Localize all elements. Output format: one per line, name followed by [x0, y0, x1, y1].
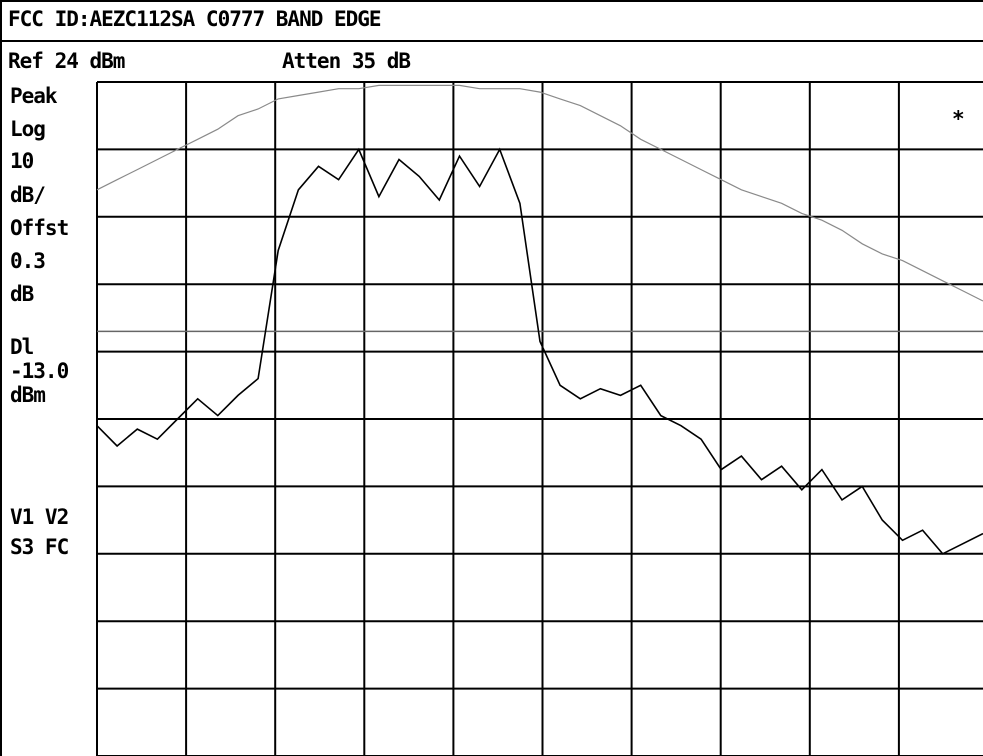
- side-label: 0.3: [10, 249, 45, 273]
- chart-title: FCC ID:AEZC112SA C0777 BAND EDGE: [8, 7, 381, 31]
- side-label: -13.0: [10, 359, 69, 383]
- side-label: dB/: [10, 183, 45, 207]
- trace: [96, 84, 983, 302]
- trace: [96, 147, 983, 555]
- attenuation: Atten 35 dB: [282, 49, 410, 73]
- side-label: Log: [10, 117, 45, 141]
- side-label: Offst: [10, 216, 68, 240]
- side-label: Peak: [10, 84, 58, 108]
- marker: *: [952, 107, 964, 131]
- side-label: dBm: [10, 383, 45, 407]
- side-label: V1 V2: [10, 505, 68, 529]
- side-label: dB: [10, 282, 34, 306]
- side-label: 10: [10, 149, 34, 173]
- side-label: Dl: [10, 335, 34, 359]
- side-label: S3 FC: [10, 535, 69, 559]
- ref-level: Ref 24 dBm: [8, 49, 125, 73]
